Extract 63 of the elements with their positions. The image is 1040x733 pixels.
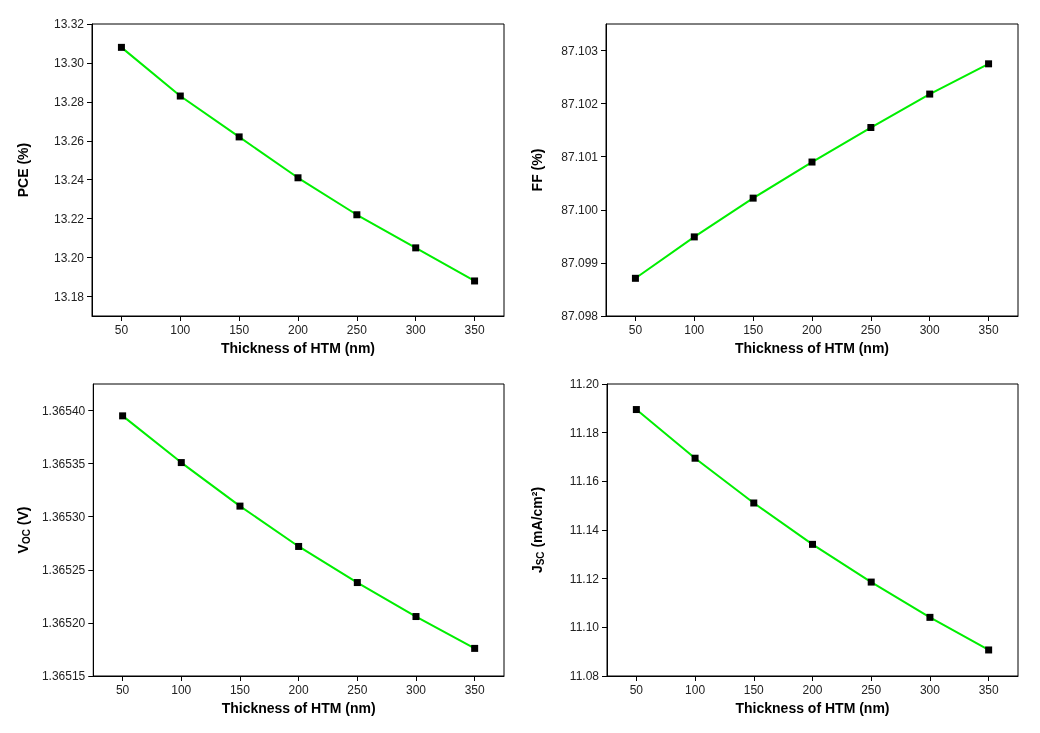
- y-tick-label: 1.36535: [41, 456, 86, 471]
- y-tick-label: 87.099: [561, 255, 599, 270]
- x-tick-label: 300: [919, 323, 941, 337]
- x-tick-label: 200: [288, 683, 309, 697]
- y-tick-label: 11.18: [569, 425, 600, 440]
- x-axis-title: Thickness of HTM (nm): [221, 699, 376, 716]
- x-tick-label: 100: [684, 323, 705, 337]
- y-tick-label: 1.36540: [41, 403, 86, 418]
- x-tick-label: 50: [628, 323, 643, 337]
- y-tick-label: 11.20: [569, 377, 600, 391]
- x-tick-label: 350: [978, 323, 999, 337]
- x-tick-label: 150: [743, 683, 765, 697]
- y-tick-label: 1.36520: [41, 615, 86, 630]
- y-axis-title: JSC (mA/cm²): [529, 486, 546, 574]
- x-tick-label: 150: [229, 323, 250, 337]
- y-tick-label: 13.24: [53, 172, 85, 187]
- y-tick-label: 1.36515: [41, 669, 86, 683]
- x-tick-label: 200: [801, 323, 823, 337]
- x-tick-label: 50: [629, 683, 644, 697]
- y-axis-title: VOC (V): [15, 506, 32, 554]
- y-tick-label: 87.100: [561, 202, 599, 217]
- y-tick-label: 13.30: [53, 55, 85, 70]
- y-tick-label: 13.28: [53, 94, 85, 109]
- x-tick-label: 350: [464, 323, 485, 337]
- x-tick-label: 300: [405, 683, 427, 697]
- y-tick-label: 87.103: [561, 43, 599, 58]
- y-tick-label: 1.36530: [41, 509, 86, 524]
- x-tick-label: 50: [115, 683, 130, 697]
- x-axis-title: Thickness of HTM (nm): [734, 339, 890, 356]
- x-tick-label: 300: [405, 323, 427, 337]
- y-tick-label: 11.08: [569, 669, 600, 683]
- y-tick-label: 1.36525: [41, 562, 86, 577]
- y-tick-label: 13.18: [53, 289, 85, 304]
- x-tick-label: 350: [464, 683, 485, 697]
- x-tick-label: 100: [685, 683, 706, 697]
- x-tick-label: 250: [860, 323, 882, 337]
- x-axis-title: Thickness of HTM (nm): [220, 339, 376, 356]
- y-tick-label: 11.16: [569, 474, 600, 489]
- y-tick-label: 13.26: [53, 133, 85, 148]
- x-tick-label: 350: [978, 683, 999, 697]
- y-axis-title: FF (%): [529, 148, 545, 192]
- x-axis-title: Thickness of HTM (nm): [735, 699, 890, 716]
- y-tick-label: 11.14: [569, 523, 600, 537]
- y-tick-label: 13.32: [53, 17, 85, 31]
- x-tick-label: 100: [171, 683, 192, 697]
- x-tick-label: 250: [346, 323, 368, 337]
- y-tick-label: 87.101: [561, 149, 599, 164]
- x-tick-label: 200: [287, 323, 309, 337]
- y-tick-label: 13.22: [53, 211, 85, 226]
- x-tick-label: 150: [743, 323, 764, 337]
- x-tick-label: 150: [229, 683, 251, 697]
- x-tick-label: 100: [170, 323, 191, 337]
- x-tick-label: 200: [802, 683, 823, 697]
- y-tick-label: 13.20: [53, 250, 85, 265]
- y-tick-label: 11.12: [569, 571, 600, 586]
- y-tick-label: 87.102: [561, 96, 599, 111]
- x-tick-label: 250: [347, 683, 368, 697]
- y-tick-label: 87.098: [561, 309, 599, 323]
- y-tick-label: 11.10: [569, 620, 600, 635]
- x-tick-label: 250: [861, 683, 882, 697]
- y-axis-title: PCE (%): [15, 142, 31, 198]
- x-tick-label: 300: [919, 683, 941, 697]
- x-tick-label: 50: [114, 323, 129, 337]
